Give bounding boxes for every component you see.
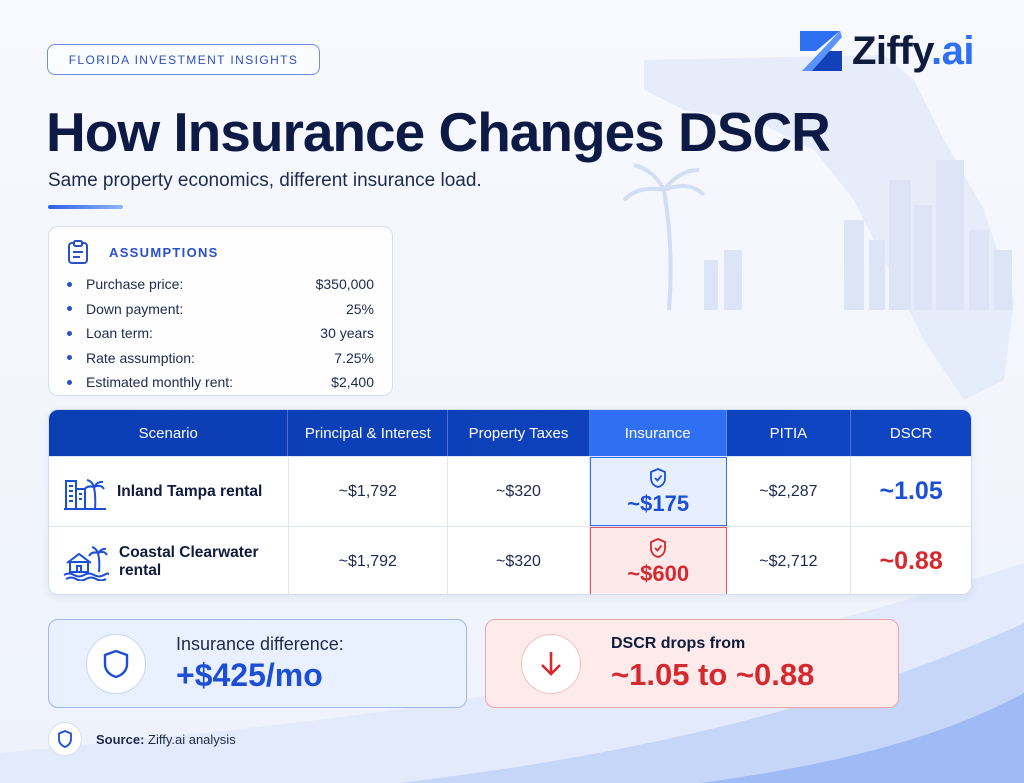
page-title: How Insurance Changes DSCR	[46, 101, 831, 163]
dscr-drop-value: ~1.05 to ~0.88	[611, 656, 815, 692]
florida-skyline-illustration	[622, 55, 1014, 400]
header-property-taxes: Property Taxes	[448, 410, 590, 456]
insurance-value: ~$600	[627, 560, 690, 586]
taxes-cell: ~$320	[448, 527, 590, 594]
insurance-value: ~$175	[627, 490, 690, 516]
background-wave	[0, 563, 1024, 783]
eyebrow-tag: FLORIDA INVESTMENT INSIGHTS	[47, 44, 320, 75]
dscr-cell: ~0.88	[879, 547, 943, 575]
insurance-cell: ~$175	[589, 457, 727, 526]
assumption-value: $350,000	[315, 276, 374, 293]
taxes-cell: ~$320	[448, 457, 590, 526]
assumption-label: Purchase price:	[86, 276, 184, 293]
assumption-value: 25%	[345, 300, 374, 317]
assumption-row: Down payment: 25%	[67, 297, 374, 322]
dscr-drop-label: DSCR drops from	[611, 634, 746, 652]
assumption-value: 7.25%	[334, 349, 374, 366]
scenario-name: Inland Tampa rental	[117, 482, 263, 500]
assumption-value: $2,400	[331, 374, 374, 391]
assumption-value: 30 years	[320, 325, 374, 342]
insurance-difference-value: +$425/mo	[176, 656, 323, 693]
assumption-label: Rate assumption:	[86, 349, 195, 366]
table-header: Scenario Principal & Interest Property T…	[49, 410, 971, 456]
source-label: Source:	[96, 731, 145, 747]
assumption-row: Loan term: 30 years	[67, 321, 374, 346]
city-buildings-icon	[64, 478, 106, 510]
insurance-cell: ~$600	[589, 527, 727, 594]
pi-cell: ~$1,792	[289, 527, 449, 594]
header-scenario: Scenario	[49, 410, 289, 456]
dscr-cell: ~1.05	[879, 477, 943, 505]
arrow-down-icon-circle	[521, 633, 581, 694]
arrow-down-icon	[541, 651, 561, 676]
assumption-label: Estimated monthly rent:	[86, 374, 234, 391]
scenario-name: Coastal Clearwater rental	[119, 543, 259, 579]
assumptions-panel: ASSUMPTIONS Purchase price: $350,000 Dow…	[48, 226, 393, 396]
clipboard-icon	[68, 240, 88, 264]
comparison-table: Scenario Principal & Interest Property T…	[48, 409, 972, 595]
header-dscr: DSCR	[889, 424, 933, 442]
bullet	[67, 281, 72, 287]
brand-logo[interactable]: Ziffy.ai	[796, 24, 1006, 78]
dscr-drop-card: DSCR drops from ~1.05 to ~0.88	[485, 619, 899, 708]
insurance-difference-label: Insurance difference:	[176, 633, 344, 654]
assumption-label: Loan term:	[86, 325, 153, 342]
beach-house-icon	[63, 545, 109, 581]
source-value: Ziffy.ai analysis	[148, 731, 236, 747]
header-principal-interest: Principal & Interest	[288, 410, 449, 456]
brand-name: Ziffy.ai	[852, 28, 974, 73]
header-pitia: PITIA	[727, 410, 852, 456]
shield-icon	[58, 730, 72, 748]
scenario-cell: Coastal Clearwater rental	[49, 527, 289, 594]
assumption-row: Estimated monthly rent: $2,400	[67, 370, 374, 395]
table-row: Coastal Clearwater rental ~$1,792 ~$320 …	[49, 526, 971, 594]
bullet	[67, 330, 72, 336]
insurance-difference-card: Insurance difference: +$425/mo	[48, 619, 467, 708]
page-subtitle: Same property economics, different insur…	[48, 170, 482, 191]
title-underline	[48, 205, 123, 209]
assumption-label: Down payment:	[86, 300, 184, 317]
shield-check-icon	[650, 537, 667, 558]
pitia-cell: ~$2,287	[727, 457, 852, 526]
scenario-cell: Inland Tampa rental	[49, 457, 289, 526]
z-logo-icon	[800, 31, 842, 71]
table-row: Inland Tampa rental ~$1,792 ~$320 ~$175 …	[49, 456, 971, 526]
shield-icon	[103, 649, 129, 678]
header-insurance: Insurance	[589, 410, 727, 456]
shield-icon-circle	[86, 633, 146, 694]
shield-check-icon	[650, 467, 667, 488]
source-note: Source: Ziffy.ai analysis	[48, 722, 236, 756]
pi-cell: ~$1,792	[289, 457, 449, 526]
assumption-row: Purchase price: $350,000	[67, 272, 374, 297]
bullet	[67, 306, 72, 312]
bullet	[67, 379, 72, 385]
pitia-cell: ~$2,712	[727, 527, 852, 594]
source-shield-circle	[48, 722, 82, 756]
assumption-row: Rate assumption: 7.25%	[67, 346, 374, 371]
assumptions-title: ASSUMPTIONS	[109, 244, 219, 260]
bullet	[67, 355, 72, 361]
